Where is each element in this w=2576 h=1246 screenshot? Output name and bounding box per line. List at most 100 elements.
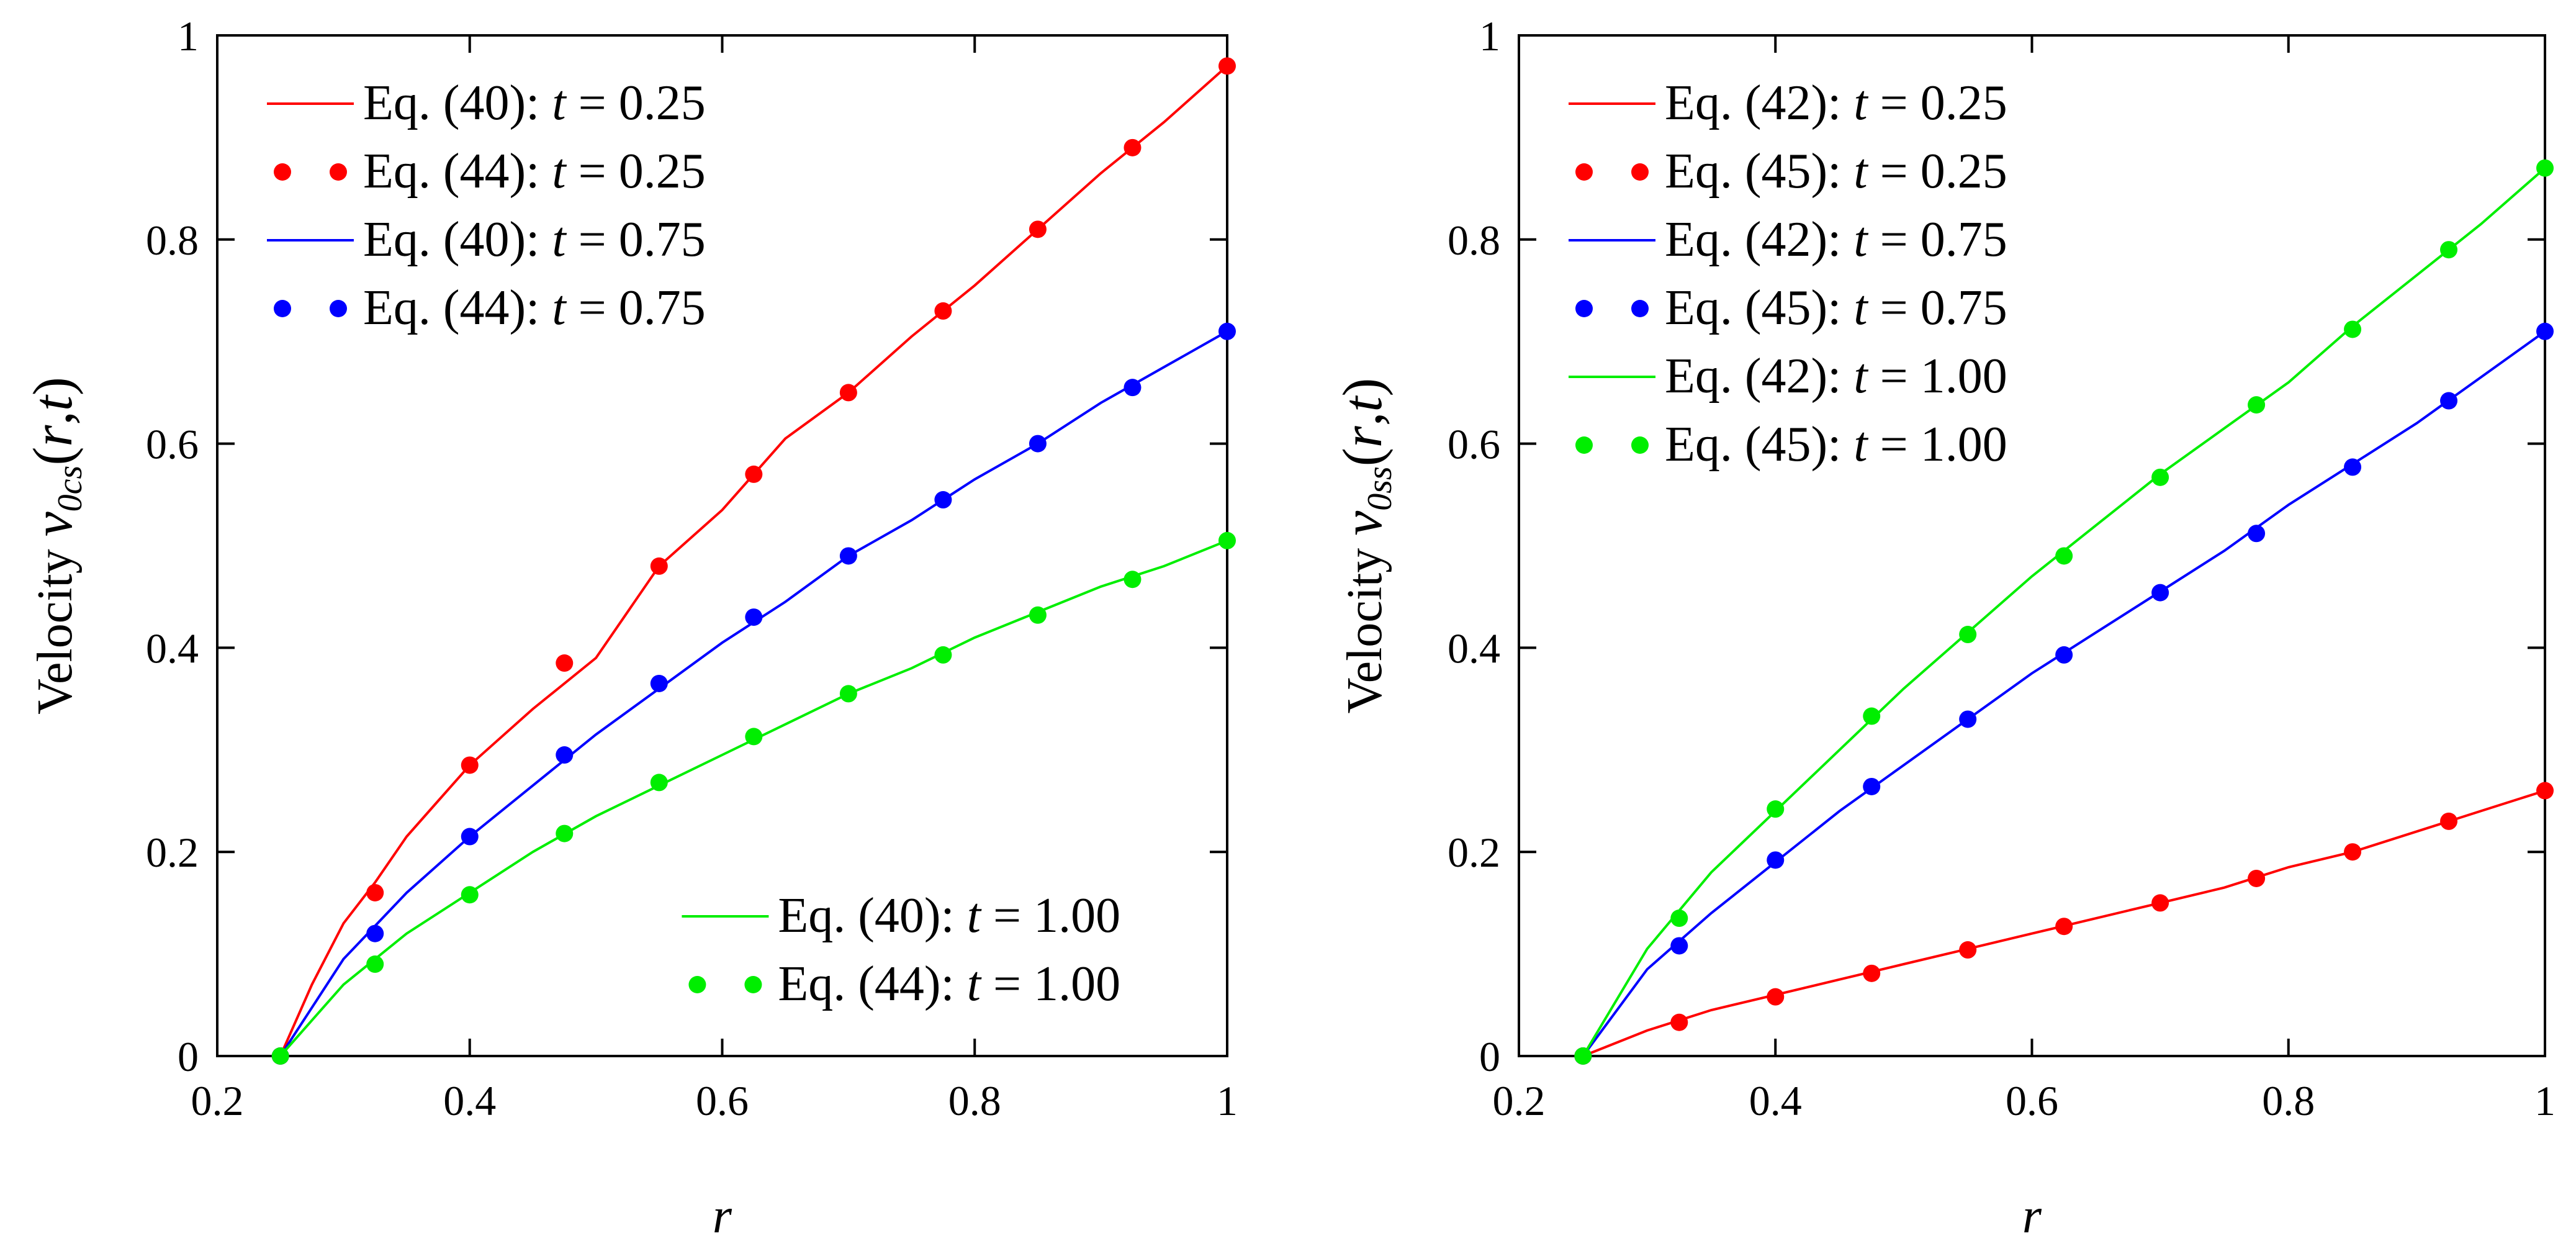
series-marker-1 (1218, 322, 1236, 340)
series-marker-2 (1029, 606, 1047, 624)
series-marker-1 (556, 746, 574, 764)
x-tick-label: 0.4 (1749, 1077, 1802, 1124)
series-marker-2 (839, 685, 857, 703)
y-tick-label: 0 (178, 1033, 199, 1080)
y-tick-label: 0.6 (146, 421, 199, 468)
x-tick-label: 0.2 (1493, 1077, 1546, 1124)
legend-label: Eq. (40): t = 1.00 (778, 888, 1120, 943)
series-marker-1 (2055, 646, 2073, 664)
series-marker-0 (366, 883, 384, 901)
legend-marker-swatch (330, 163, 347, 181)
legend-marker-swatch (1575, 436, 1593, 454)
y-tick-label: 0.2 (146, 829, 199, 876)
series-marker-0 (745, 465, 763, 483)
series-marker-2 (461, 886, 479, 904)
legend-label: Eq. (40): t = 0.75 (363, 212, 706, 267)
series-marker-0 (1959, 941, 1977, 959)
series-marker-1 (745, 608, 763, 626)
x-tick-label: 0.2 (191, 1077, 244, 1124)
series-marker-2 (2055, 547, 2073, 565)
legend-label: Eq. (42): t = 0.25 (1665, 76, 2007, 130)
y-axis-title: Velocity v0ss(r,t) (1332, 378, 1399, 714)
series-marker-0 (2151, 894, 2169, 912)
series-marker-0 (1218, 57, 1236, 75)
y-tick-label: 1 (178, 12, 199, 60)
series-marker-0 (1029, 220, 1047, 238)
series-marker-0 (839, 384, 857, 402)
series-marker-2 (1574, 1047, 1592, 1065)
series-marker-2 (934, 646, 952, 664)
series-marker-0 (1670, 1013, 1688, 1031)
series-marker-2 (1959, 626, 1977, 644)
legend-label: Eq. (45): t = 1.00 (1665, 417, 2007, 472)
series-marker-2 (2536, 159, 2554, 177)
y-tick-label: 0.4 (1448, 625, 1500, 672)
series-marker-2 (745, 728, 763, 746)
series-marker-2 (2344, 320, 2362, 338)
series-marker-0 (2344, 843, 2362, 861)
y-tick-label: 1 (1479, 12, 1500, 60)
series-marker-0 (2248, 869, 2266, 887)
series-marker-2 (650, 774, 668, 792)
legend-marker-swatch (330, 300, 347, 317)
series-marker-1 (650, 674, 668, 692)
legend-marker-swatch (274, 300, 291, 317)
series-marker-1 (2536, 322, 2554, 340)
x-tick-label: 0.6 (2006, 1077, 2058, 1124)
x-tick-label: 1 (2534, 1077, 2556, 1124)
series-marker-1 (2440, 392, 2458, 410)
series-marker-0 (2440, 812, 2458, 830)
x-axis-title: r (2022, 1189, 2042, 1244)
series-marker-1 (1029, 435, 1047, 453)
legend-marker-swatch (274, 163, 291, 181)
series-marker-2 (1670, 910, 1688, 928)
legend-label: Eq. (44): t = 0.25 (363, 144, 706, 199)
series-marker-1 (1863, 777, 1881, 795)
series-marker-2 (2151, 468, 2169, 486)
legend-marker-swatch (1631, 300, 1649, 317)
series-marker-0 (2055, 918, 2073, 936)
legend-label: Eq. (40): t = 0.25 (363, 76, 706, 130)
series-marker-2 (1124, 571, 1142, 589)
series-marker-1 (461, 828, 479, 846)
series-marker-1 (366, 924, 384, 942)
legend-label: Eq. (45): t = 0.75 (1665, 281, 2007, 335)
legend-marker-swatch (1631, 436, 1649, 454)
series-marker-1 (839, 547, 857, 565)
series-marker-0 (1767, 988, 1785, 1006)
legend-marker-swatch (1575, 163, 1593, 181)
x-tick-label: 0.8 (948, 1077, 1001, 1124)
series-marker-2 (2440, 241, 2458, 259)
series-marker-2 (366, 955, 384, 973)
series-marker-0 (2536, 782, 2554, 800)
series-marker-1 (1959, 710, 1977, 728)
legend-marker-swatch (1575, 300, 1593, 317)
legend-label: Eq. (42): t = 1.00 (1665, 349, 2007, 404)
y-tick-label: 0.8 (146, 217, 199, 264)
series-marker-1 (2151, 584, 2169, 602)
series-marker-1 (1124, 379, 1142, 397)
y-tick-label: 0.8 (1448, 217, 1500, 264)
legend-marker-swatch (688, 976, 706, 993)
legend-marker-swatch (1631, 163, 1649, 181)
series-marker-2 (1218, 531, 1236, 549)
series-marker-0 (650, 557, 668, 575)
series-marker-0 (1863, 964, 1881, 982)
y-axis-title: Velocity v0cs(r,t) (22, 377, 89, 715)
series-marker-1 (2344, 458, 2362, 476)
legend-label: Eq. (44): t = 0.75 (363, 281, 706, 335)
x-tick-label: 0.8 (2262, 1077, 2315, 1124)
series-marker-2 (271, 1047, 289, 1065)
y-tick-label: 0.6 (1448, 421, 1500, 468)
series-marker-2 (1863, 707, 1881, 725)
series-marker-0 (556, 654, 574, 672)
legend-label: Eq. (42): t = 0.75 (1665, 212, 2007, 267)
series-line-1 (279, 330, 1228, 1057)
series-marker-0 (1124, 138, 1142, 156)
x-tick-label: 1 (1217, 1077, 1238, 1124)
y-tick-label: 0 (1479, 1033, 1500, 1080)
x-axis-title: r (713, 1189, 732, 1244)
x-tick-label: 0.6 (696, 1077, 749, 1124)
